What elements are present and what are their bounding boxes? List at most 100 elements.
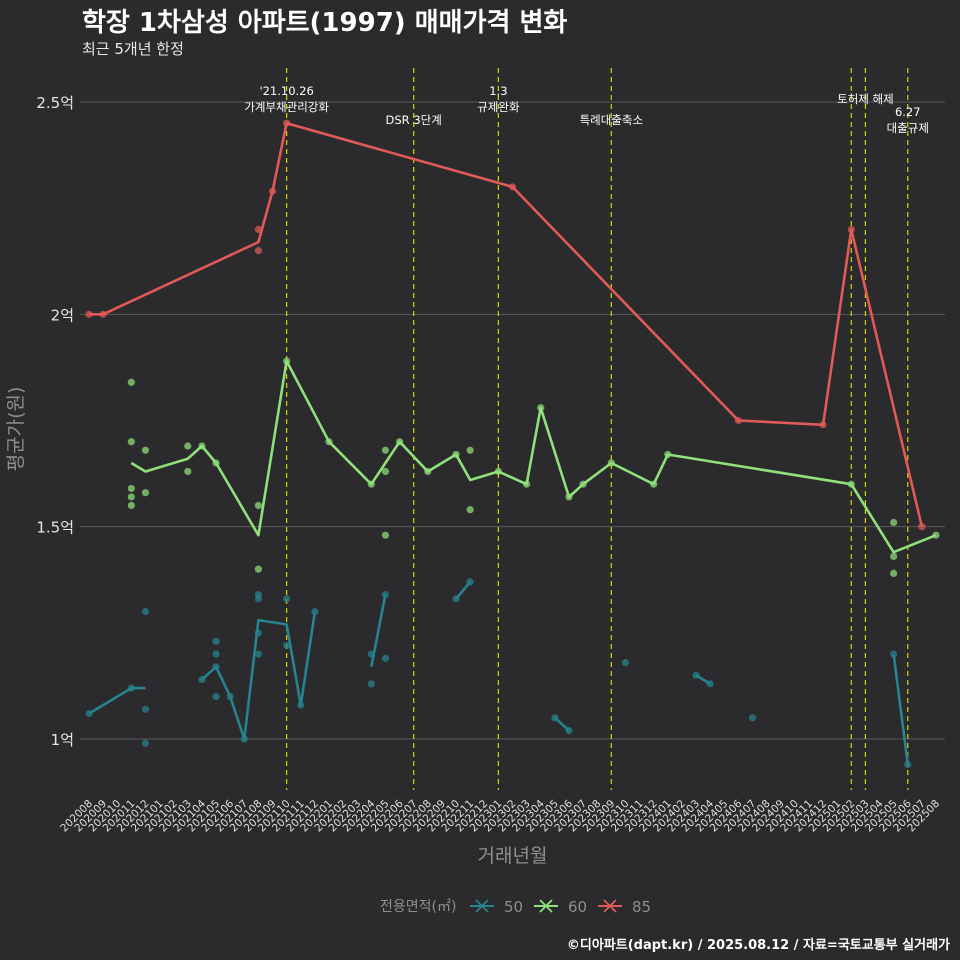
data-point-50 xyxy=(283,642,291,650)
event-label: DSR 3단계 xyxy=(386,113,442,127)
series-layer xyxy=(85,119,940,769)
event-label: 토허제 해제 xyxy=(837,92,894,106)
data-point-60 xyxy=(141,489,150,497)
data-point-85 xyxy=(254,247,262,255)
data-point-50 xyxy=(621,658,630,667)
legend-label: 60 xyxy=(568,898,587,916)
data-point-60 xyxy=(381,467,390,476)
event-label: 규제완화 xyxy=(477,100,520,114)
data-point-60 xyxy=(537,404,545,412)
data-point-60 xyxy=(127,493,135,501)
legend-entry-50: 50 xyxy=(470,898,523,916)
series-line-60 xyxy=(130,359,937,554)
legend-label: 50 xyxy=(504,898,523,916)
data-point-50 xyxy=(254,595,262,603)
data-point-60 xyxy=(494,467,502,476)
chart-subtitle: 최근 5개년 한정 xyxy=(82,40,184,58)
data-point-50 xyxy=(890,650,898,658)
data-point-60 xyxy=(847,480,855,488)
data-point-50 xyxy=(283,595,291,603)
data-point-50 xyxy=(367,680,375,688)
x-axis-title: 거래년월 xyxy=(478,845,548,867)
data-point-50 xyxy=(297,701,305,709)
data-point-85 xyxy=(847,225,855,233)
data-point-60 xyxy=(184,442,192,450)
series-line-50 xyxy=(455,581,472,600)
data-point-50 xyxy=(212,650,220,658)
data-point-60 xyxy=(127,501,135,510)
data-point-50 xyxy=(198,675,206,684)
data-point-50 xyxy=(254,650,262,658)
data-point-50 xyxy=(381,591,390,599)
chart-title: 학장 1차삼성 아파트(1997) 매매가격 변화 xyxy=(82,8,568,38)
data-point-50 xyxy=(904,760,912,769)
series-line-50 xyxy=(892,653,910,765)
series-line-50 xyxy=(88,686,146,715)
data-point-50 xyxy=(127,684,135,692)
data-point-60 xyxy=(184,467,192,476)
data-point-60 xyxy=(283,357,291,365)
legend-key-cross xyxy=(603,899,617,913)
data-point-85 xyxy=(85,310,93,318)
data-point-50 xyxy=(452,595,460,603)
data-point-85 xyxy=(918,523,926,531)
series-line-85 xyxy=(89,121,924,528)
data-point-60 xyxy=(254,565,262,573)
data-point-50 xyxy=(748,714,757,722)
series-line-50 xyxy=(201,611,317,741)
data-point-60 xyxy=(890,518,898,527)
data-point-85 xyxy=(268,187,277,195)
y-tick-label: 2.5억 xyxy=(36,94,74,112)
data-point-50 xyxy=(367,650,375,658)
data-point-60 xyxy=(650,480,658,488)
legend-key-cross xyxy=(539,899,553,913)
event-label: 특례대출축소 xyxy=(580,113,643,127)
data-point-60 xyxy=(890,552,898,561)
data-point-50 xyxy=(85,709,93,718)
data-point-85 xyxy=(734,416,742,425)
legend-key-cross xyxy=(475,899,489,913)
data-point-50 xyxy=(706,680,714,688)
data-point-50 xyxy=(141,739,150,747)
data-point-60 xyxy=(381,446,390,454)
data-point-85 xyxy=(819,421,827,429)
y-tick-label: 1억 xyxy=(51,731,74,749)
data-point-60 xyxy=(452,450,460,459)
data-point-50 xyxy=(254,629,262,637)
data-point-50 xyxy=(551,714,559,722)
event-label: 가계부채관리강화 xyxy=(244,100,329,114)
data-point-50 xyxy=(141,705,150,713)
legend-label: 85 xyxy=(632,898,651,916)
data-point-50 xyxy=(212,663,220,671)
data-point-60 xyxy=(198,442,206,450)
data-point-85 xyxy=(254,225,262,233)
data-point-60 xyxy=(579,480,587,488)
data-point-60 xyxy=(141,446,150,454)
event-label: 대출규제 xyxy=(887,121,929,135)
data-point-50 xyxy=(565,726,573,735)
data-point-85 xyxy=(99,310,107,318)
data-point-60 xyxy=(395,438,404,446)
data-point-60 xyxy=(607,459,615,467)
data-point-50 xyxy=(692,671,700,679)
legend-entry-60: 60 xyxy=(534,898,587,916)
data-point-50 xyxy=(466,578,474,586)
data-point-60 xyxy=(127,378,135,386)
event-label: 6.27 xyxy=(895,105,921,119)
data-point-50 xyxy=(141,608,150,616)
data-point-60 xyxy=(127,438,135,446)
data-point-60 xyxy=(254,501,262,510)
data-point-60 xyxy=(523,480,531,488)
y-tick-label: 1.5억 xyxy=(36,519,74,537)
event-label: '21.10.26 xyxy=(259,84,313,98)
axis-layer: 1억1.5억2억2.5억2020082020092020102020112020… xyxy=(5,94,942,867)
data-point-60 xyxy=(325,438,333,446)
data-point-60 xyxy=(367,480,375,488)
legend-layer: 전용면적(㎡) 50 60 85 xyxy=(380,898,651,916)
data-point-60 xyxy=(664,450,672,459)
legend-entry-85: 85 xyxy=(598,898,651,916)
data-point-60 xyxy=(381,531,390,539)
